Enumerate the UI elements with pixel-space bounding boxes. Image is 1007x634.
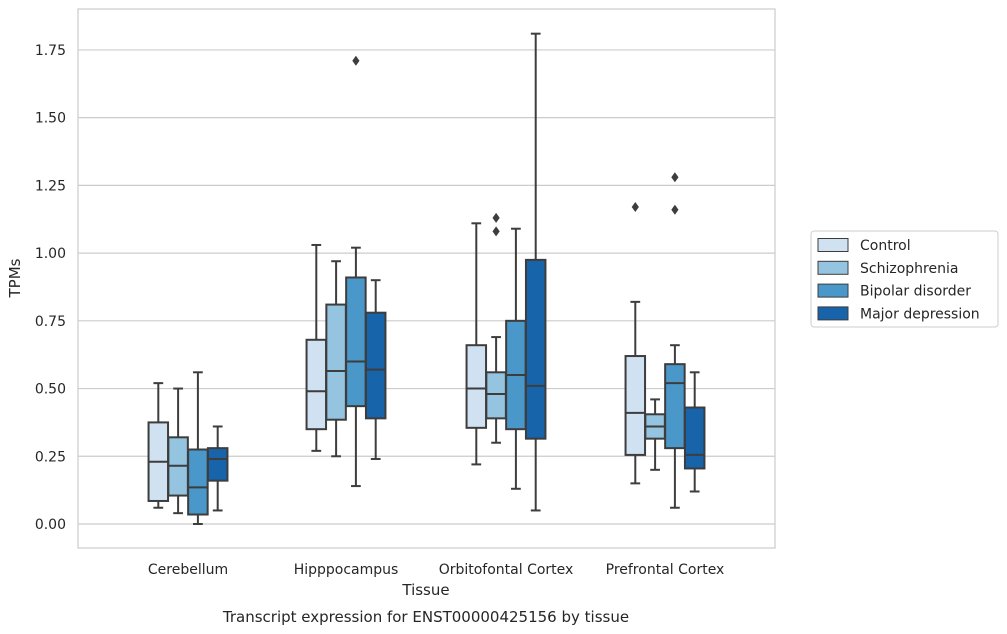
box-iqr (683, 406, 706, 470)
plot-frame (77, 8, 776, 549)
y-tick-label: 1.50 (35, 111, 66, 127)
y-tick-label: 1.00 (35, 246, 66, 262)
y-tick-label: 1.25 (35, 178, 66, 194)
legend: Control Schizophrenia Bipolar disorder Majo… (810, 230, 999, 328)
box-iqr (524, 258, 547, 440)
x-tick-label: Orbitofontal Cortex (439, 562, 574, 578)
y-tick-label: 0.50 (35, 382, 66, 398)
box-control (147, 382, 170, 509)
x-axis-label: Tissue (401, 581, 449, 599)
box-schizophrenia (644, 398, 666, 471)
box-control (465, 222, 488, 466)
legend-frame (810, 230, 999, 328)
box-bipolar-disorder (664, 172, 686, 509)
outlier-point (671, 204, 679, 215)
box-major-depression (364, 279, 387, 460)
box-iqr (485, 371, 507, 420)
chart-caption: Transcript expression for ENST0000042515… (222, 608, 629, 626)
legend-label: Major depression (860, 306, 980, 322)
y-tick-label: 0.00 (35, 517, 66, 533)
box-schizophrenia (325, 260, 347, 458)
outlier-point (492, 212, 500, 223)
box-major-depression (683, 371, 706, 493)
x-tick-label: Prefrontal Cortex (606, 562, 725, 578)
y-axis-label: TPMs (6, 258, 24, 298)
box-iqr (345, 276, 367, 408)
box-iqr (664, 363, 686, 450)
box-major-depression (206, 425, 229, 512)
box-major-depression (524, 32, 547, 512)
legend-swatch (817, 306, 849, 321)
x-axis-ticks: Cerebellum Hipppocampus Orbitofontal Corte… (148, 562, 724, 578)
legend-label: Bipolar disorder (860, 284, 971, 300)
legend-swatch (817, 260, 849, 275)
box-bipolar-disorder (505, 227, 527, 490)
outlier-point (352, 55, 360, 66)
box-iqr (325, 303, 347, 421)
legend-label: Control (860, 238, 911, 254)
box-bipolar-disorder (345, 55, 367, 488)
box-control (305, 243, 328, 452)
outlier-point (671, 172, 679, 183)
box-iqr (364, 311, 387, 420)
box-iqr (624, 355, 647, 456)
y-tick-label: 1.75 (35, 43, 66, 59)
x-tick-label: Cerebellum (148, 562, 228, 578)
y-tick-label: 0.75 (35, 314, 66, 330)
box-bipolar-disorder (187, 371, 209, 525)
box-iqr (465, 344, 488, 429)
legend-label: Schizophrenia (860, 261, 958, 277)
box-iqr (206, 447, 229, 482)
box-control (624, 202, 647, 485)
box-schizophrenia (167, 387, 189, 515)
box-schizophrenia (485, 212, 507, 444)
legend-swatch (817, 283, 849, 298)
x-tick-label: Hipppocampus (294, 562, 399, 578)
box-iqr (305, 338, 328, 431)
y-axis-ticks: 0.00 0.25 0.50 0.75 1.00 1.25 1.50 1.75 (35, 43, 66, 533)
box-iqr (187, 448, 209, 516)
box-series (147, 32, 706, 525)
legend-swatch (817, 238, 849, 252)
y-tick-label: 0.25 (35, 449, 66, 465)
outlier-point (492, 226, 500, 237)
outlier-point (631, 202, 639, 213)
